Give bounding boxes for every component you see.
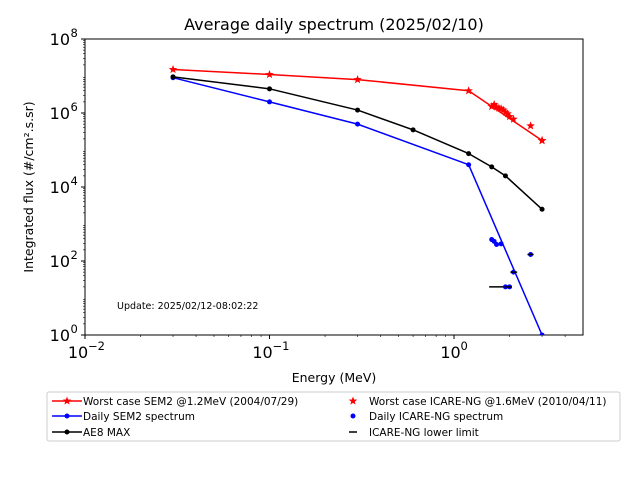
star-point [487, 101, 496, 111]
x-tick-label: 10 −2 [68, 339, 105, 362]
star-point [509, 114, 518, 123]
legend-star [62, 396, 72, 405]
legend-dot [64, 413, 70, 419]
x-axis-label: Energy (MeV) [292, 370, 377, 385]
dot-point [539, 206, 545, 212]
series-5 [489, 253, 534, 288]
y-tick-label: 10 2 [50, 248, 78, 271]
y-tick-label: 10 4 [50, 174, 78, 197]
legend-label: Daily SEM2 spectrum [83, 411, 195, 423]
dot-point [170, 74, 176, 80]
dot-point [466, 151, 472, 157]
x-tick-label: 10 −1 [252, 339, 289, 362]
dot-point [489, 164, 495, 170]
tick-label-exponent: 0 [461, 339, 468, 353]
x-axis: 10 −2 10 −1 10 0 [68, 335, 566, 362]
tick-label-base: 10 [50, 30, 70, 49]
tick-label-base: 10 [50, 326, 70, 345]
star-point [499, 105, 508, 114]
y-tick-label: 10 8 [50, 26, 78, 49]
star-point [265, 69, 274, 79]
star-point [353, 75, 362, 84]
star-point [489, 99, 499, 109]
star-point [501, 107, 510, 116]
dot-point [466, 162, 472, 168]
series-line [172, 76, 543, 210]
legend-item: Daily SEM2 spectrum [52, 411, 195, 423]
dot-point [355, 121, 361, 127]
star-point [503, 109, 512, 118]
tick-label-base: 10 [50, 252, 70, 271]
y-tick-label: 10 0 [50, 322, 78, 345]
legend-dot [350, 413, 356, 419]
legend-item: AE8 MAX [52, 427, 130, 439]
update-annotation: Update: 2025/02/12-08:02:22 [117, 301, 258, 312]
tick-label-base: 10 [252, 343, 272, 362]
dot-point [494, 241, 500, 247]
star-point [168, 64, 178, 74]
tick-label-base: 10 [50, 178, 70, 197]
tick-label-base: 10 [68, 343, 88, 362]
series-3 [487, 99, 547, 145]
dot-point [539, 332, 545, 335]
legend-label: ICARE-NG lower limit [369, 427, 479, 439]
dot-point [267, 86, 273, 92]
series-1 [170, 75, 545, 335]
star-point [526, 121, 535, 130]
legend-item: Daily ICARE-NG spectrum [350, 411, 503, 423]
series-2 [170, 74, 545, 212]
data-layer [168, 64, 547, 335]
tick-label-base: 10 [50, 104, 70, 123]
tick-label-exponent: 6 [71, 100, 78, 114]
legend-box [46, 391, 621, 442]
legend-label: AE8 MAX [83, 427, 130, 439]
legend-label: Worst case SEM2 @1.2MeV (2004/07/29) [83, 396, 298, 408]
star-point [505, 112, 514, 121]
x-tick-label: 10 0 [440, 339, 468, 362]
tick-label-exponent: 0 [71, 322, 78, 336]
star-point [496, 104, 506, 113]
dot-point [498, 241, 504, 247]
legend-label: Daily ICARE-NG spectrum [369, 411, 503, 423]
legend-item: ICARE-NG lower limit [349, 427, 479, 439]
legend: Worst case SEM2 @1.2MeV (2004/07/29) Dail… [46, 391, 621, 442]
y-tick-label: 10 6 [50, 100, 78, 123]
dot-point [355, 107, 361, 113]
y-axis-label: Integrated flux (#/cm².s.sr) [21, 101, 36, 272]
tick-label-base: 10 [440, 343, 460, 362]
legend-star [348, 396, 358, 405]
star-point [537, 136, 547, 145]
chart-title: Average daily spectrum (2025/02/10) [184, 15, 484, 34]
star-point [464, 86, 473, 95]
legend-item: Worst case ICARE-NG @1.6MeV (2010/04/11) [348, 396, 607, 408]
legend-dot [64, 429, 70, 435]
tick-label-exponent: 8 [71, 26, 78, 40]
legend-item: Worst case SEM2 @1.2MeV (2004/07/29) [52, 396, 298, 408]
star-point [492, 102, 501, 111]
tick-label-exponent: 4 [71, 174, 78, 188]
tick-label-exponent: 2 [71, 248, 78, 262]
tick-label-exponent: −1 [273, 339, 290, 353]
dot-point [410, 127, 416, 133]
dot-point [267, 99, 273, 105]
tick-label-exponent: −2 [88, 339, 105, 353]
dot-point [502, 173, 508, 179]
plot-area [84, 38, 584, 336]
legend-label: Worst case ICARE-NG @1.6MeV (2010/04/11) [369, 396, 607, 408]
